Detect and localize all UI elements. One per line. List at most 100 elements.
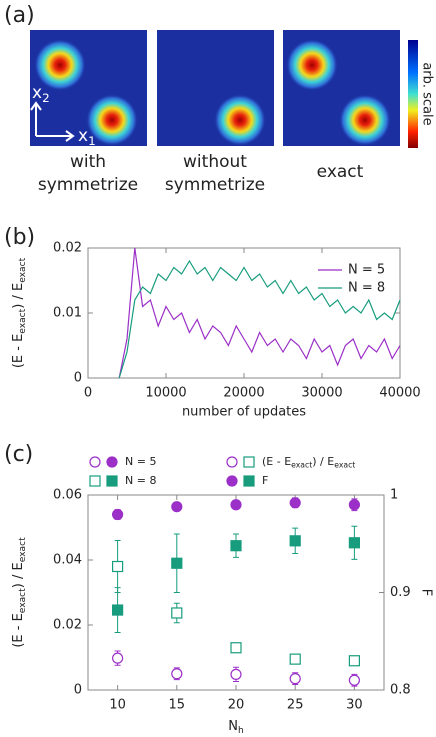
legend-label: (E - Eexact) / Eexact — [262, 455, 355, 469]
x-tick-label: 20 — [228, 698, 245, 713]
marker — [171, 501, 183, 513]
marker — [106, 456, 118, 468]
caption: symmetrize — [38, 175, 138, 195]
marker — [348, 674, 360, 686]
caption: symmetrize — [165, 175, 265, 195]
caption: with — [70, 152, 106, 172]
colorbar — [408, 40, 418, 148]
text-part: exact — [17, 537, 27, 562]
caption: without — [183, 152, 247, 172]
text-part: exact — [334, 460, 355, 469]
text-part: 1 — [88, 134, 96, 148]
blob — [286, 39, 338, 91]
marker — [171, 668, 183, 680]
text-part: exact — [17, 257, 27, 282]
y-tick-label: 0.02 — [53, 241, 82, 256]
y-tick-label: 0.01 — [53, 306, 82, 321]
text-part: ) / E — [11, 283, 26, 309]
y-axis-label: (E - Eexact) / Eexact — [11, 537, 28, 648]
text-part: x — [32, 83, 42, 103]
x-tick-label: 15 — [169, 698, 186, 713]
marker — [111, 652, 124, 664]
marker — [171, 557, 183, 569]
text-part: N = 8 — [125, 474, 156, 487]
blob — [339, 94, 391, 146]
x-axis-label: Nh — [228, 719, 244, 736]
legend-label: F — [262, 474, 268, 487]
axis-label: x1 — [78, 126, 96, 148]
panel-label: (c) — [4, 442, 33, 467]
axis-arrows — [30, 101, 75, 142]
text-part: N = 5 — [125, 455, 156, 468]
legend-label: N = 5 — [348, 263, 385, 278]
text-part: F — [262, 474, 268, 487]
text-part: (E - E — [11, 613, 26, 647]
y-axis-label: (E - Eexact) / Eexact — [11, 257, 28, 368]
heatmaps — [30, 30, 418, 148]
colorbar-label: arb. scale — [420, 62, 435, 125]
x-tick-label: 30 — [346, 698, 363, 713]
y-tick-label: 0 — [74, 683, 82, 698]
marker — [289, 535, 301, 547]
text-part: ) / E — [312, 455, 334, 468]
y2-tick-label: 0.8 — [390, 683, 411, 698]
marker — [243, 475, 255, 487]
marker — [111, 508, 124, 521]
marker — [348, 537, 360, 549]
legend-label: N = 5 — [125, 455, 156, 468]
y-tick-label: 0.06 — [53, 488, 82, 503]
marker — [230, 540, 242, 552]
marker — [230, 642, 242, 654]
marker — [243, 456, 255, 468]
x-tick-label: 10 — [109, 698, 126, 713]
plot-frame — [87, 494, 385, 691]
marker — [289, 653, 301, 665]
axis-label: x2 — [32, 83, 50, 105]
text-part: (E - E — [262, 455, 291, 468]
text-part: ) / E — [11, 562, 26, 588]
marker — [348, 655, 360, 667]
text-part: 2 — [42, 91, 50, 105]
y2-tick-label: 0.9 — [390, 585, 411, 600]
marker — [230, 668, 242, 681]
marker — [289, 673, 301, 685]
y-tick-label: 0 — [74, 371, 82, 386]
marker — [111, 604, 124, 616]
text-part: x — [78, 126, 88, 146]
text-part: (E - E — [11, 334, 26, 368]
marker — [89, 475, 101, 487]
text-part: N — [228, 719, 238, 734]
text-part: exact — [17, 308, 27, 333]
x-tick-label: 25 — [287, 698, 304, 713]
marker — [226, 456, 238, 468]
marker — [111, 560, 124, 573]
x-tick-label: 0 — [84, 386, 92, 401]
marker — [348, 499, 360, 511]
marker — [89, 456, 101, 468]
text-part: exact — [17, 588, 27, 613]
legend-label: N = 8 — [125, 474, 156, 487]
x-tick-label: 20000 — [223, 386, 264, 401]
panel-label: (a) — [4, 3, 35, 28]
line — [118, 259, 401, 379]
y-tick-label: 0.04 — [53, 553, 82, 568]
marker — [226, 475, 238, 487]
y2-axis-label: F — [419, 589, 434, 596]
y2-tick-label: 1 — [390, 488, 398, 503]
legend-label: N = 8 — [348, 281, 385, 296]
line — [118, 247, 401, 379]
y-tick-label: 0.02 — [53, 618, 82, 633]
x-tick-label: 30000 — [301, 386, 342, 401]
x-tick-label: 10000 — [145, 386, 186, 401]
blob — [34, 39, 86, 91]
panel-label: (b) — [4, 225, 35, 250]
text-part: exact — [291, 460, 312, 469]
x-tick-label: 40000 — [379, 386, 420, 401]
blob — [214, 94, 266, 146]
marker — [171, 607, 183, 619]
marker — [289, 497, 301, 509]
blob — [86, 94, 138, 146]
x-axis-label: number of updates — [182, 405, 306, 420]
caption: exact — [317, 162, 364, 182]
